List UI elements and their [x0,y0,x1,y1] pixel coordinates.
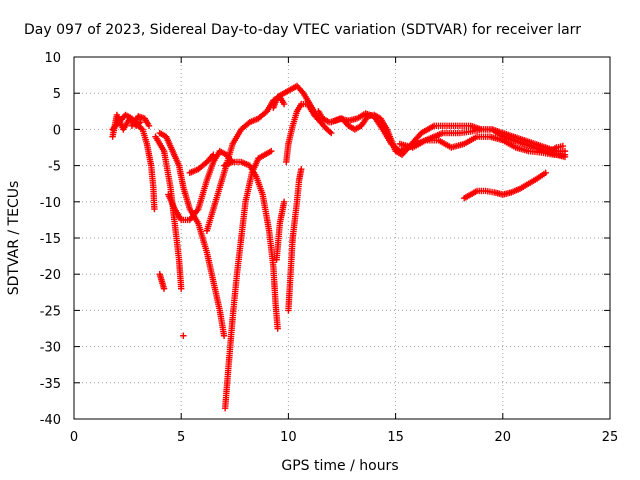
data-point [151,205,158,213]
data-point [210,151,217,158]
y-tick-label: -25 [40,304,61,319]
y-tick-label: -5 [48,160,61,175]
x-tick-label: 5 [177,430,185,445]
axis-ticks [73,56,611,420]
x-tick-label: 0 [70,430,78,445]
data-point [135,120,143,127]
data-point [160,285,168,292]
y-tick-label: -15 [40,232,61,247]
data-points [109,82,569,412]
x-axis-label: GPS time / hours [281,458,398,474]
x-tick-label: 10 [280,430,297,445]
x-tick-label: 20 [495,430,512,445]
grid [74,57,610,419]
y-tick-label: -20 [40,268,61,283]
y-tick-label: -35 [40,377,61,392]
data-point [561,151,569,158]
y-tick-labels: 10 5 0 -5 -10 -15 -20 -25 -30 -35 -40 [40,51,61,428]
data-point [280,198,288,205]
data-point [137,124,145,132]
data-point [326,128,334,136]
data-point [220,332,228,339]
y-tick-label: 5 [53,87,61,102]
data-point [274,325,281,332]
data-point [542,169,549,177]
data-point [178,285,185,292]
data-point [145,122,153,129]
data-point [328,129,335,137]
x-tick-labels: 0 5 10 15 20 25 [70,430,618,445]
x-tick-label: 15 [387,430,404,445]
y-tick-label: -30 [40,341,61,356]
chart-title: Day 097 of 2023, Sidereal Day-to-day VTE… [24,22,581,38]
y-tick-label: -10 [40,196,61,211]
y-tick-label: 0 [53,123,61,138]
y-axis-label: SDTVAR / TECUs [6,181,22,296]
data-point [298,166,305,173]
data-point [180,332,187,339]
data-point [559,142,567,150]
data-point [280,100,288,108]
y-tick-label: 10 [44,51,61,66]
data-point [268,147,275,155]
y-tick-label: -40 [40,413,61,428]
x-tick-label: 25 [602,430,619,445]
